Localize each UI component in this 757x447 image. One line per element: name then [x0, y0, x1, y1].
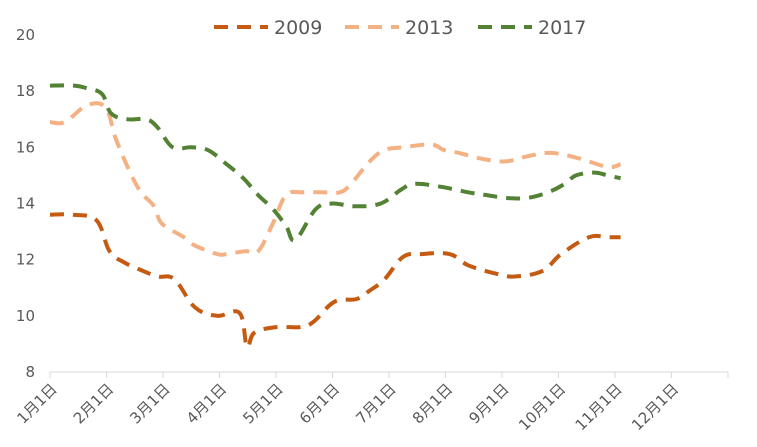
x-tick-label: 7月1日 — [352, 380, 399, 427]
x-tick-label: 4月1日 — [183, 380, 230, 427]
series-line-2009 — [49, 212, 621, 350]
x-tick-label: 10月1日 — [515, 380, 569, 434]
x-tick-label: 12月1日 — [628, 380, 682, 434]
y-tick-label: 12 — [16, 251, 35, 269]
x-tick-label: 9月1日 — [465, 380, 512, 427]
x-tick-label: 2月1日 — [70, 380, 117, 427]
series-line-2013 — [49, 101, 622, 257]
legend-label: 2013 — [405, 17, 453, 39]
legend-label: 2009 — [274, 17, 322, 39]
y-tick-label: 10 — [16, 307, 35, 325]
legend: 2009 2013 2017 — [214, 17, 586, 39]
x-tick-label: 5月1日 — [239, 380, 286, 427]
x-tick-label: 11月1日 — [572, 380, 626, 434]
x-tick-label: 8月1日 — [409, 380, 456, 427]
series-layer — [49, 83, 622, 350]
x-tick-label: 6月1日 — [296, 380, 343, 427]
y-axis: 8 10 12 14 16 18 20 — [16, 26, 35, 381]
x-axis: 1月1日 2月1日 3月1日 4月1日 5月1日 6月1日 7月1日 8月1日 9月1日 10月1… — [13, 371, 729, 434]
series-line-2017 — [49, 83, 622, 243]
x-tick-label: 3月1日 — [126, 380, 173, 427]
y-tick-label: 18 — [16, 82, 35, 100]
y-tick-label: 16 — [16, 138, 35, 156]
y-tick-label: 20 — [16, 26, 35, 44]
y-tick-label: 14 — [16, 195, 35, 213]
x-tick-label: 1月1日 — [13, 380, 60, 427]
y-tick-label: 8 — [25, 363, 35, 381]
legend-label: 2017 — [538, 17, 586, 39]
